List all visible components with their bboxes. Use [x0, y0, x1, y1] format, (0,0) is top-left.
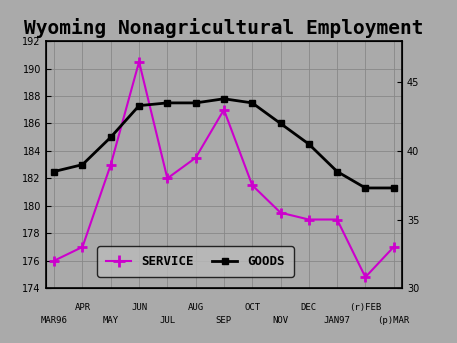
Text: SEP: SEP — [216, 316, 232, 325]
Text: JUL: JUL — [159, 316, 175, 325]
Text: MAR96: MAR96 — [41, 316, 68, 325]
Text: (p)MAR: (p)MAR — [377, 316, 410, 325]
Title: Wyoming Nonagricultural Employment: Wyoming Nonagricultural Employment — [24, 18, 424, 38]
Text: OCT: OCT — [244, 304, 260, 312]
Text: AUG: AUG — [187, 304, 204, 312]
Text: MAY: MAY — [103, 316, 119, 325]
Legend: SERVICE, GOODS: SERVICE, GOODS — [97, 246, 293, 277]
Text: JUN: JUN — [131, 304, 147, 312]
Text: JAN97: JAN97 — [324, 316, 351, 325]
Text: NOV: NOV — [272, 316, 288, 325]
Text: APR: APR — [74, 304, 90, 312]
Text: DEC: DEC — [301, 304, 317, 312]
Text: (r)FEB: (r)FEB — [349, 304, 382, 312]
